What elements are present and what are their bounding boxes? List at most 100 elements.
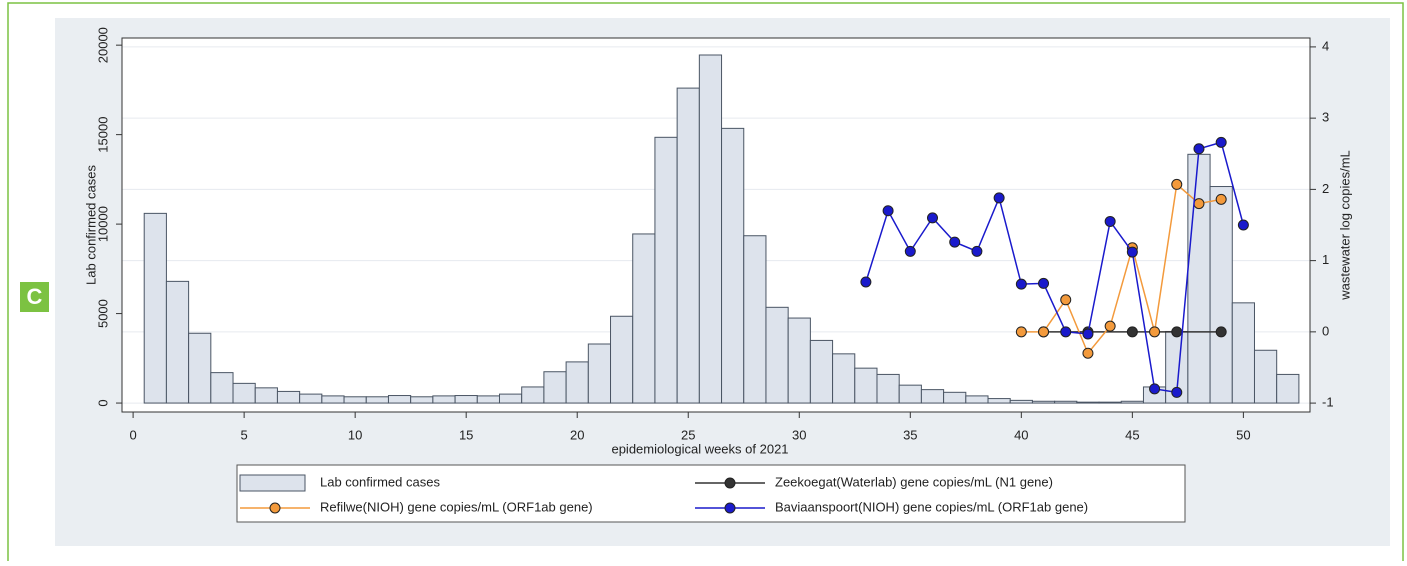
bar	[920, 389, 945, 404]
bar	[210, 372, 234, 404]
bar	[543, 371, 567, 404]
y2-tick-label: 4	[1322, 38, 1329, 53]
legend-label: Zeekoegat(Waterlab) gene copies/mL (N1 g…	[775, 474, 1053, 489]
bar	[876, 373, 900, 404]
marker	[1082, 347, 1094, 359]
bar	[610, 315, 634, 404]
bar	[787, 317, 811, 404]
marker	[1171, 326, 1183, 338]
bar	[276, 390, 301, 404]
marker	[1126, 246, 1138, 258]
x-tick-label: 0	[129, 427, 136, 442]
bar	[654, 136, 678, 404]
marker	[1104, 320, 1116, 332]
y2-tick-label: 2	[1322, 181, 1329, 196]
y2-tick-label: 1	[1322, 252, 1329, 267]
panel-label-box	[20, 282, 49, 312]
marker	[1015, 326, 1027, 338]
bar	[587, 343, 612, 404]
bar	[232, 382, 256, 404]
y2-axis-label: wastewater log copies/mL	[1337, 150, 1352, 301]
x-tick-label: 35	[903, 427, 917, 442]
x-tick-label: 40	[1014, 427, 1028, 442]
marker	[904, 245, 916, 257]
legend-marker	[724, 477, 736, 489]
y-tick-label: 10000	[95, 206, 110, 242]
bar	[1076, 401, 1100, 404]
x-tick-label: 25	[681, 427, 695, 442]
marker	[1149, 326, 1161, 338]
marker	[1015, 278, 1027, 290]
x-tick-label: 45	[1125, 427, 1139, 442]
bar	[854, 367, 878, 404]
bar	[632, 233, 656, 404]
bar	[1253, 349, 1278, 404]
y-tick-label: 15000	[95, 117, 110, 153]
marker	[1149, 383, 1161, 395]
bar	[965, 395, 989, 404]
legend-swatch	[239, 474, 306, 492]
bar	[1098, 401, 1122, 404]
panel-label: C	[27, 284, 43, 309]
bar	[432, 395, 456, 404]
marker	[1082, 328, 1094, 340]
bar	[1209, 186, 1233, 404]
bar	[387, 395, 412, 404]
bar	[188, 332, 212, 404]
y2-tick-label: 3	[1322, 110, 1329, 125]
marker	[860, 276, 872, 288]
bar	[1231, 302, 1255, 404]
marker	[1060, 294, 1072, 306]
y2-tick-label: 0	[1322, 323, 1329, 338]
legend-marker	[724, 502, 736, 514]
bar	[1276, 373, 1300, 404]
y-axis-label: Lab confirmed cases	[83, 165, 98, 285]
x-axis-label: epidemiological weeks of 2021	[611, 441, 788, 456]
marker	[1237, 219, 1249, 231]
marker	[1038, 326, 1050, 338]
bar	[765, 306, 789, 404]
bar	[987, 398, 1011, 404]
bar	[832, 353, 856, 404]
marker	[1215, 326, 1227, 338]
bar	[521, 386, 545, 404]
bar	[698, 54, 723, 404]
bar	[676, 87, 700, 404]
marker	[1193, 143, 1205, 155]
marker	[1038, 277, 1050, 289]
bar	[1187, 153, 1211, 404]
bar	[299, 393, 323, 404]
bar	[1009, 399, 1033, 404]
legend	[236, 464, 1186, 523]
y-tick-label: 0	[95, 399, 110, 406]
bar	[1120, 400, 1144, 404]
bar	[321, 395, 345, 404]
bar	[454, 395, 478, 404]
marker	[993, 192, 1005, 204]
bar	[943, 391, 967, 404]
marker	[971, 245, 983, 257]
legend-label: Refilwe(NIOH) gene copies/mL (ORF1ab gen…	[320, 499, 593, 514]
marker	[1215, 136, 1227, 148]
x-tick-label: 50	[1236, 427, 1250, 442]
marker	[1215, 193, 1227, 205]
line	[865, 141, 1245, 394]
x-tick-label: 20	[570, 427, 584, 442]
bar	[410, 396, 434, 404]
legend-label: Baviaanspoort(NIOH) gene copies/mL (ORF1…	[775, 499, 1088, 514]
x-tick-label: 5	[241, 427, 248, 442]
bar	[743, 235, 767, 404]
bar	[898, 384, 922, 404]
bar	[565, 361, 589, 404]
marker	[927, 212, 939, 224]
marker	[1171, 386, 1183, 398]
y-tick-label: 5000	[95, 299, 110, 328]
bar	[143, 212, 167, 404]
legend-label: Lab confirmed cases	[320, 474, 440, 489]
bar	[1054, 400, 1078, 404]
x-tick-label: 15	[459, 427, 473, 442]
bar	[254, 387, 278, 404]
bar	[365, 396, 389, 404]
bar	[498, 393, 523, 404]
